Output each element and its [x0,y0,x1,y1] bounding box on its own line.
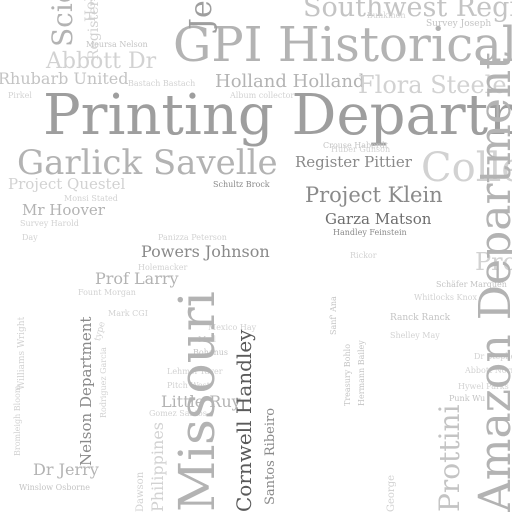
word-cloud-term: Prottini [433,404,466,512]
word-cloud-term: Hermann Bailey [357,340,366,406]
word-cloud-term: Printing Department [43,83,512,148]
word-cloud-term: Schultz Brock [213,180,270,189]
word-cloud-term: Schäfer Marquen [436,280,507,289]
word-cloud-term: Mell [198,335,217,344]
word-cloud-term: Register Pittier [295,153,412,171]
word-cloud-term: Crouse Haberdt [323,141,389,150]
word-cloud-term: Missouri [168,291,226,512]
word-cloud-term: Gomez Santos [149,409,207,418]
word-cloud-term: Shelley May [390,331,440,340]
word-cloud-term: Holland Holland [215,71,365,92]
word-cloud-term: Southwest Region [303,0,512,23]
word-cloud-term: type [93,320,108,343]
word-cloud-term: Sciences [46,0,79,47]
word-cloud-term: Bastach Bastach [128,79,196,88]
word-cloud-term: Nelson Department [77,316,95,466]
word-cloud-term: Winslow Osborne [19,483,90,492]
word-cloud-term: Project [475,248,512,276]
word-cloud-term: Dr Jerry [33,460,99,479]
word-cloud-term: Mark CGI [108,309,148,318]
word-cloud-term: Abbott Norris [465,366,512,375]
word-cloud-term: Bunkmen [367,11,406,20]
word-cloud-term: Panizza Peterson [158,233,227,242]
word-cloud-term: Whitlocks Knox [414,293,477,302]
word-cloud-term: Mexico Hay [208,323,257,332]
word-cloud-term: Prof Larry [95,269,179,288]
word-cloud-term: Sanf' Ana [329,296,338,335]
word-cloud-term: Hywel Parks [458,382,509,391]
word-cloud-term: Jefferson [184,0,219,30]
word-cloud-term: Survey Joseph [426,19,492,29]
word-cloud-term: Little Ruy [161,392,241,411]
word-cloud-term: Album collector [230,91,295,100]
word-cloud-term: Dawson [135,471,146,512]
word-cloud-term: Rhubarb United [0,69,129,88]
word-cloud-term: Punk Wu [449,394,486,403]
word-cloud-term: Flora Steele [358,71,507,99]
word-cloud-term: Huber Gunson [331,145,391,154]
word-cloud-term: Rodriguez Garcia [99,347,108,418]
word-cloud-term: Abbott Dr [46,49,157,74]
word-cloud-term: Williams Wright [17,316,27,390]
word-cloud-term: Amazon Department [470,52,512,512]
word-cloud-term: Powers Johnson [141,242,270,261]
word-cloud-term: Collection [421,145,512,191]
word-cloud-term: Garlick Savelle [17,143,278,183]
word-cloud-term: Bohanus [193,348,229,357]
word-cloud-term: Fount Morgan [78,288,136,297]
word-cloud-term: Dr Stephen [474,352,512,361]
word-cloud-term: Lehmer River [167,367,223,376]
word-cloud-term: Project Klein [305,183,443,207]
word-cloud-term: Pitch West [167,381,210,390]
word-cloud-term: Survey Harold [20,219,79,228]
word-cloud-term: Rickor [350,251,377,260]
word-cloud-term: Meursa Nelson [86,40,148,49]
word-cloud-term: Cornwell Handley [232,329,256,512]
word-cloud-term: Santos Ribeiro [263,407,278,505]
word-cloud-term: Treasury Bohlo [343,343,352,406]
word-cloud-term: Project Questel [8,175,126,193]
word-cloud-term: Ranck Ranck [390,313,451,323]
word-cloud-term: Holemacker [138,263,188,272]
word-cloud-term: Handley Feinstein [333,228,407,237]
word-cloud-term: Philippines [148,421,167,512]
word-cloud-term: Garza Matson [325,210,432,228]
word-cloud-term: George [386,474,397,512]
word-cloud-term: Monsi Stated [64,194,118,203]
word-cloud-term: Day [22,233,38,242]
word-cloud-term: Register [86,0,102,60]
word-cloud-term: Mr Hoover [22,201,105,219]
word-cloud-term: GPI Historical [173,17,512,73]
word-cloud-term: Pirkel [8,91,32,100]
word-cloud-term: Bromleigh Bloom [13,385,22,456]
